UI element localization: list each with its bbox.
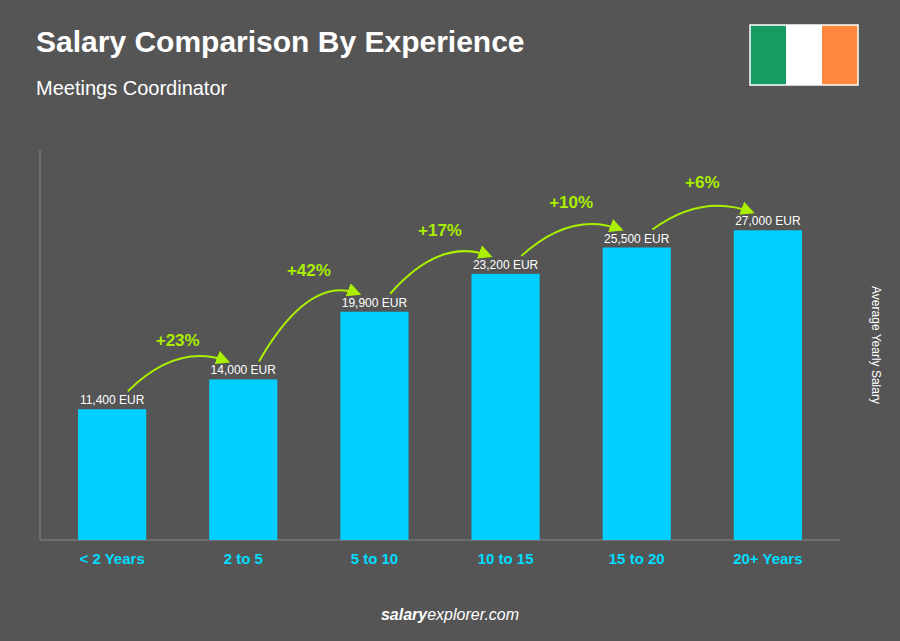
value-label: 23,200 EUR (473, 258, 539, 272)
value-label: 25,500 EUR (604, 232, 670, 246)
x-tick-label: 15 to 20 (609, 550, 665, 567)
x-tick-label: 2 to 5 (224, 550, 263, 567)
bar (471, 274, 539, 540)
value-label: 27,000 EUR (735, 214, 801, 228)
flag-stripe (822, 25, 858, 85)
x-tick-label: 20+ Years (733, 550, 802, 567)
x-tick-label: 5 to 10 (351, 550, 399, 567)
annotation: +17% (418, 221, 462, 240)
value-label: 11,400 EUR (80, 393, 145, 407)
bar (209, 379, 277, 540)
value-label: 19,900 EUR (342, 296, 408, 310)
bar (734, 230, 802, 540)
background (0, 0, 900, 641)
bars (78, 230, 802, 540)
x-tick-label: 10 to 15 (478, 550, 534, 567)
annotation: +6% (685, 173, 720, 192)
arc-arrow (128, 356, 228, 391)
arc-arrow (259, 290, 359, 361)
footer-bold: salary (381, 606, 428, 623)
annotation: +23% (156, 331, 200, 350)
arc-arrow (652, 206, 752, 230)
chart: Salary Comparison By Experience Meetings … (0, 0, 900, 641)
footer: salaryexplorer.com (381, 606, 519, 623)
x-tick-label: < 2 Years (80, 550, 145, 567)
flag-stripe (750, 25, 786, 85)
x-axis-line (40, 540, 840, 541)
arc-arrow (390, 251, 490, 294)
annotation: +10% (549, 193, 593, 212)
value-label: 14,000 EUR (211, 363, 277, 377)
arc-arrow (521, 224, 621, 256)
flag-border (750, 25, 858, 85)
annotation: +42% (287, 261, 331, 280)
bar (340, 312, 408, 540)
bar (78, 409, 146, 540)
flag-stripe (786, 25, 822, 85)
flag (750, 25, 858, 85)
y-axis-line (40, 150, 41, 540)
title: Salary Comparison By Experience (36, 25, 525, 58)
footer-rest: explorer.com (427, 606, 519, 623)
y-axis-label: Average Yearly Salary (869, 286, 883, 404)
bar (603, 248, 671, 541)
subtitle: Meetings Coordinator (36, 77, 228, 99)
